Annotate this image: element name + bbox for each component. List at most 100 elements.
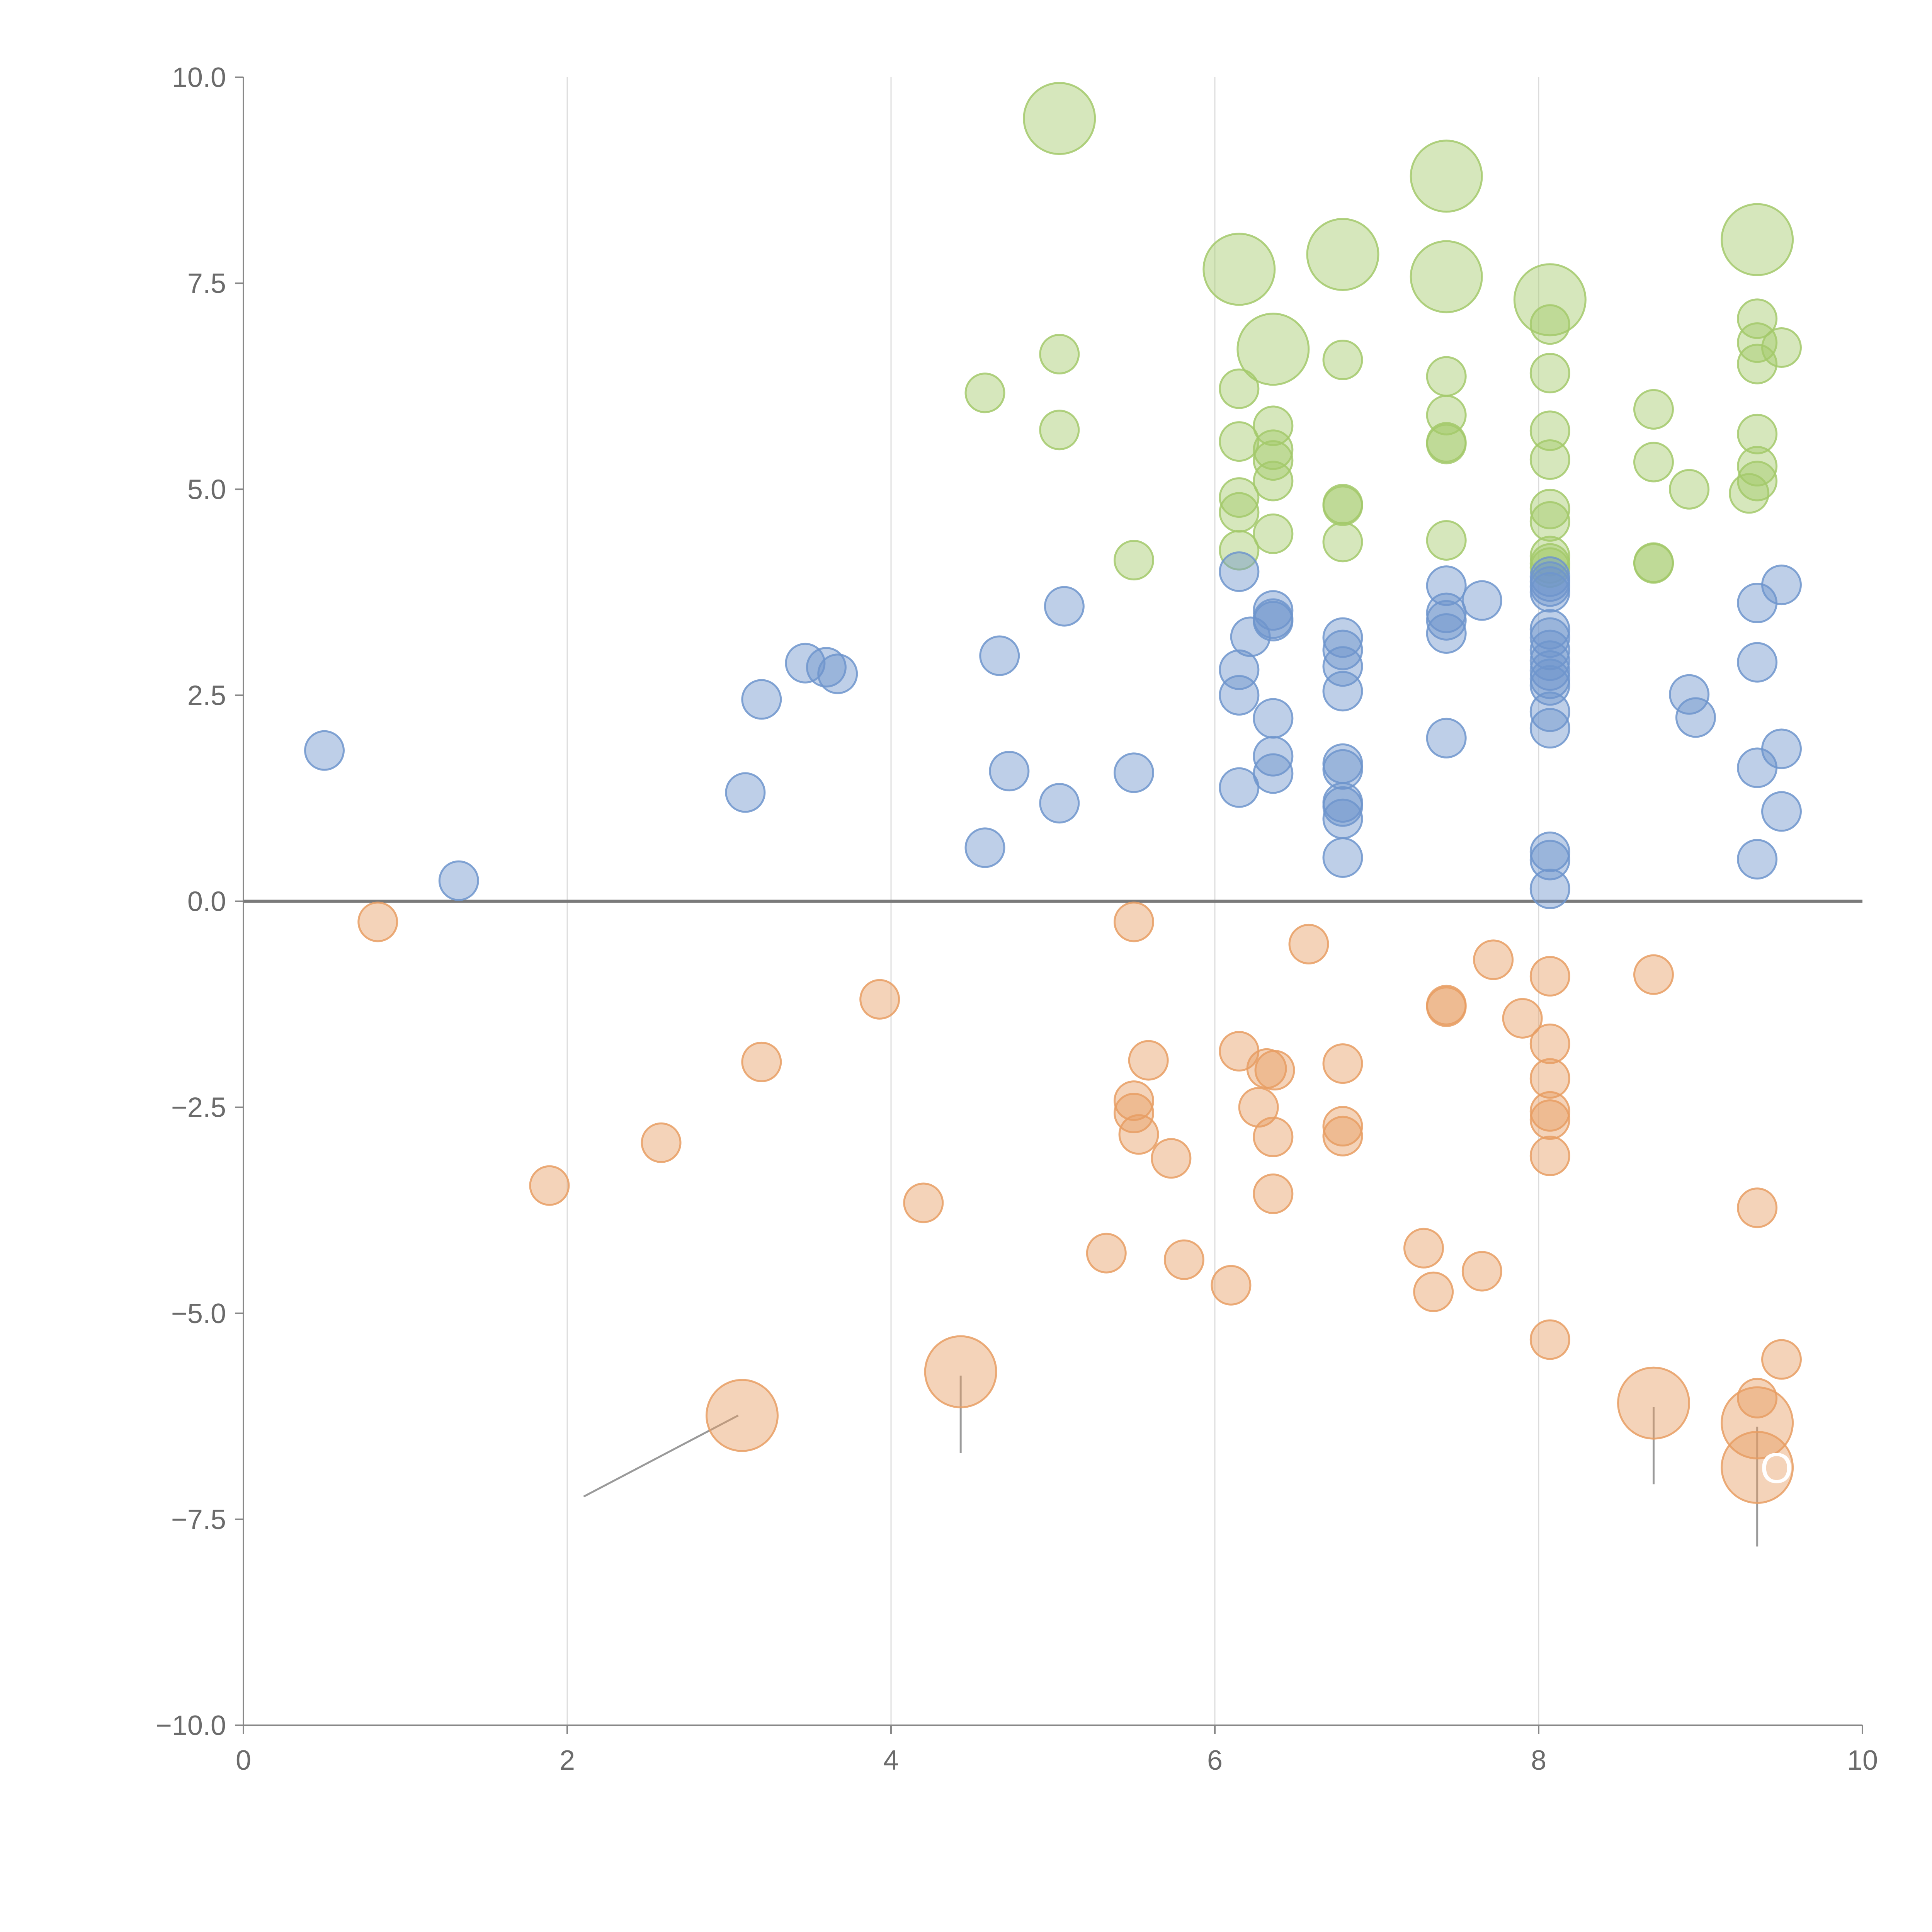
data-point	[1322, 339, 1363, 380]
data-point	[785, 643, 826, 684]
data-point	[1529, 629, 1570, 670]
data-point	[1529, 488, 1570, 529]
data-point	[1253, 1173, 1294, 1214]
data-point	[1322, 671, 1363, 712]
data-point	[1322, 617, 1363, 658]
data-point	[1426, 600, 1467, 641]
data-point	[1253, 440, 1294, 481]
large-data-point	[924, 1335, 997, 1408]
y-tick-label: −10.0	[156, 1710, 226, 1741]
data-point	[1253, 405, 1294, 446]
data-point	[1502, 998, 1543, 1039]
data-point	[1322, 1106, 1363, 1147]
data-point	[1737, 461, 1778, 502]
data-point	[1529, 1058, 1570, 1099]
data-point	[1219, 492, 1260, 533]
data-point	[1529, 832, 1570, 872]
data-point	[1086, 1233, 1127, 1274]
data-point	[1322, 749, 1363, 790]
data-point	[964, 827, 1005, 868]
data-point	[1238, 1087, 1279, 1128]
y-tick-label: −7.5	[171, 1504, 226, 1535]
data-point	[741, 679, 782, 720]
data-point	[1219, 368, 1260, 409]
data-point	[1737, 413, 1778, 454]
data-point	[1737, 839, 1778, 880]
data-point	[1737, 344, 1778, 384]
large-data-point	[1202, 233, 1276, 306]
y-tick-label: 0.0	[187, 886, 226, 917]
data-point	[1253, 1116, 1294, 1157]
leader-lines	[583, 114, 1759, 1547]
leader-line	[1345, 277, 1363, 332]
data-point	[1219, 477, 1260, 518]
data-point	[1322, 646, 1363, 687]
data-point	[1322, 522, 1363, 563]
y-tick-label: 5.0	[187, 474, 226, 505]
data-point	[1253, 461, 1294, 502]
y-tick-label: −5.0	[171, 1298, 226, 1329]
data-point	[1529, 1091, 1570, 1132]
data-point	[304, 730, 345, 771]
data-point	[741, 1041, 782, 1082]
data-point	[1529, 617, 1570, 658]
data-point	[1322, 1116, 1363, 1156]
data-point	[1219, 530, 1260, 571]
large-data-point	[1721, 203, 1794, 276]
data-point	[1529, 1319, 1570, 1360]
y-tick-label: −2.5	[171, 1092, 226, 1123]
data-point	[1403, 1228, 1444, 1269]
data-point	[357, 901, 398, 942]
data-point	[1253, 736, 1294, 777]
data-point	[529, 1165, 570, 1206]
data-point	[1529, 1099, 1570, 1140]
data-point	[1114, 901, 1154, 942]
large-data-point	[1306, 218, 1379, 291]
data-point	[1219, 551, 1260, 592]
data-point	[1669, 674, 1710, 715]
data-point	[1322, 786, 1363, 827]
y-tick-label: 2.5	[187, 680, 226, 711]
large-data-point	[706, 1379, 779, 1452]
data-point	[1114, 1080, 1154, 1121]
data-point	[1529, 410, 1570, 451]
data-point	[1039, 334, 1080, 375]
data-point	[1529, 353, 1570, 394]
annotation-label: OR	[1760, 1445, 1824, 1492]
x-tick-label: 10	[1847, 1745, 1878, 1776]
data-point	[641, 1122, 682, 1163]
large-data-point	[1721, 1431, 1794, 1504]
data-point	[1675, 697, 1716, 738]
data-point	[1761, 565, 1802, 605]
data-point	[1737, 298, 1778, 339]
data-point	[1633, 543, 1674, 584]
leader-line	[1449, 156, 1474, 181]
data-point	[1211, 1265, 1252, 1306]
data-point	[1151, 1138, 1192, 1179]
data-point	[1253, 590, 1294, 631]
data-point	[859, 979, 900, 1020]
large-data-point	[1721, 1386, 1794, 1459]
data-point	[1473, 939, 1514, 980]
data-point	[1322, 1043, 1363, 1084]
data-point	[1761, 791, 1802, 832]
data-point	[1114, 540, 1154, 581]
data-point	[1128, 1040, 1169, 1081]
large-data-point	[1513, 263, 1587, 337]
data-point	[1633, 389, 1674, 430]
data-point	[1426, 520, 1467, 561]
data-point	[1039, 410, 1080, 451]
data-point	[1426, 423, 1467, 464]
large-data-point	[1410, 240, 1483, 313]
data-point	[1529, 956, 1570, 997]
data-point	[1529, 640, 1570, 681]
data-point	[1633, 954, 1674, 995]
data-point	[1254, 1050, 1295, 1091]
leader-line	[1280, 356, 1316, 381]
series-0	[964, 82, 1802, 588]
x-tick-label: 8	[1531, 1745, 1546, 1776]
data-point	[979, 635, 1020, 676]
data-point	[1529, 1023, 1570, 1064]
data-point	[1322, 485, 1363, 526]
data-point	[1529, 708, 1570, 749]
